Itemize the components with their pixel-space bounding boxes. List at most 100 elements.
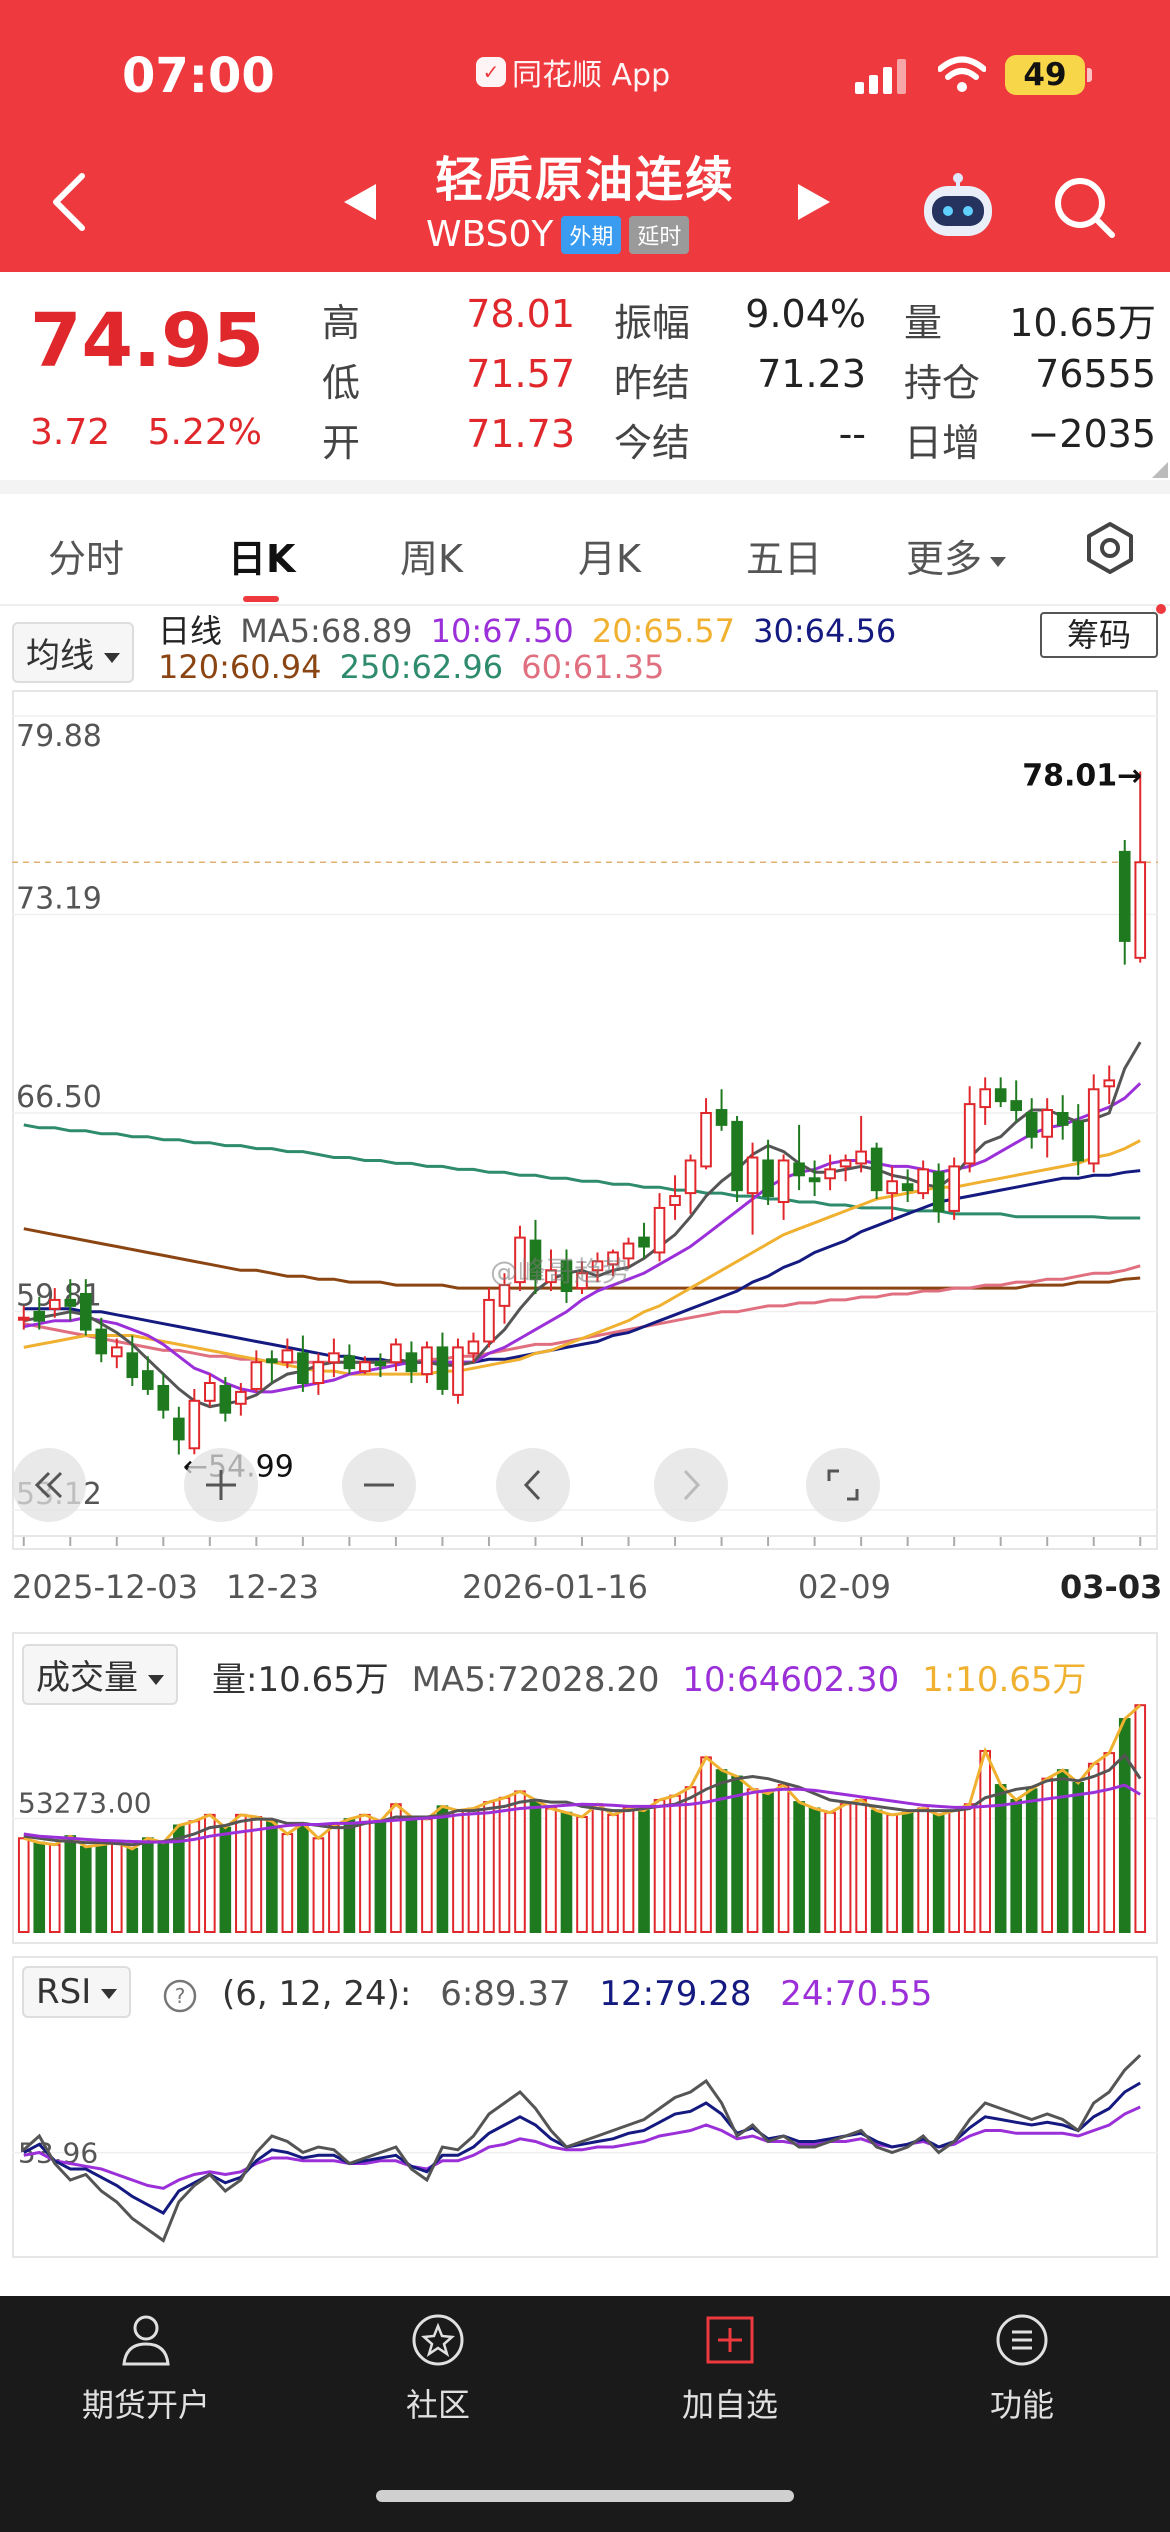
tabs-border	[0, 604, 1170, 606]
tab-more[interactable]: 更多	[906, 528, 1006, 583]
volume-ma10-line	[23, 1783, 1141, 1844]
volume-bar-up	[963, 1803, 976, 1934]
candle-up	[653, 1206, 666, 1254]
rsi-legend: (6, 12, 24): 6:89.37 12:79.28 24:70.55	[222, 1974, 932, 2014]
volume-bar-up	[1103, 1752, 1116, 1933]
rsi-legend-6: 6:89.37	[440, 1974, 571, 2014]
volume-bar-down	[297, 1822, 309, 1933]
fullscreen-button[interactable]	[806, 1448, 880, 1522]
rsi24-line	[23, 2105, 1141, 2190]
volume-bar-up	[204, 1813, 216, 1934]
candle-up	[948, 1165, 960, 1212]
volume-bar-down	[436, 1805, 449, 1933]
volume-bar-up	[17, 1837, 30, 1933]
rsi-legend-params: (6, 12, 24):	[222, 1974, 412, 2014]
ma-legend-ma30: 30:64.56	[753, 612, 897, 650]
scroll-left-button[interactable]	[496, 1448, 570, 1522]
volume-bar-down	[901, 1811, 914, 1933]
candle-down	[219, 1384, 232, 1414]
minus-icon	[364, 1483, 394, 1487]
candle-down	[343, 1355, 356, 1370]
quote-expand-corner[interactable]	[1152, 462, 1168, 478]
candle-down	[79, 1292, 92, 1331]
volume-legend-ma1: 1:10.65万	[922, 1660, 1087, 1700]
volume-bar-down	[1056, 1769, 1069, 1933]
nav-add-watchlist[interactable]: 加自选	[630, 2310, 830, 2426]
candle-up	[188, 1399, 201, 1450]
tab-daily-k[interactable]: 日K	[228, 537, 296, 581]
candle-up	[359, 1361, 371, 1373]
candle-down	[1025, 1112, 1038, 1138]
ma-selector-dropdown[interactable]: 均线	[12, 622, 134, 683]
ma-legend-line-1: 日线 MA5:68.89 10:67.50 20:65.57 30:64.56	[158, 606, 896, 652]
rsi-chart-frame	[12, 1956, 1158, 2258]
tab-weekly-k[interactable]: 周K	[400, 537, 463, 581]
price-change: 3.72 5.22%	[30, 412, 262, 453]
nav-functions[interactable]: 功能	[922, 2310, 1122, 2426]
scroll-right-button[interactable]	[654, 1448, 728, 1522]
volume-bar-up	[312, 1837, 325, 1933]
date-label-3: 2026-01-16	[462, 1568, 648, 1606]
help-icon[interactable]: ?	[162, 1978, 198, 2014]
quote-value-low: 71.57	[466, 352, 575, 396]
volume-selector-dropdown[interactable]: 成交量	[22, 1644, 178, 1705]
quote-label-volume: 量	[904, 301, 943, 345]
candle-down	[932, 1171, 945, 1212]
volume-bar-up	[917, 1807, 929, 1933]
chart-settings-hex-icon[interactable]	[1082, 520, 1138, 576]
nav-community[interactable]: 社区	[338, 2310, 538, 2426]
candle-up	[328, 1352, 340, 1364]
volume-chart[interactable]: 53273.00	[12, 1632, 1158, 1944]
nav-futures-account[interactable]: 期货开户	[46, 2310, 246, 2426]
candle-down	[142, 1370, 154, 1390]
volume-legend-vol: 量:10.65万	[212, 1660, 389, 1700]
contract-code-row: WBS0Y 外期 延时	[426, 214, 690, 255]
back-button[interactable]	[50, 172, 90, 232]
candle-up	[452, 1346, 464, 1396]
volume-bar-up	[979, 1749, 991, 1934]
max-price-marker: 78.01→	[1022, 758, 1142, 793]
ma-legend-ma10: 10:67.50	[430, 612, 574, 650]
next-contract-button[interactable]	[796, 182, 832, 222]
prev-contract-button[interactable]	[342, 182, 378, 222]
volume-bar-down	[266, 1820, 278, 1933]
volume-bar-up	[483, 1801, 495, 1933]
volume-bar-up	[110, 1841, 123, 1933]
rsi-chart[interactable]: 53.96	[12, 1956, 1158, 2258]
zoom-in-button[interactable]	[184, 1448, 258, 1522]
quote-value-open-interest: 76555	[1035, 352, 1156, 396]
candle-down	[405, 1352, 418, 1373]
robot-assistant-icon[interactable]	[918, 170, 998, 240]
volume-bar-down	[870, 1809, 883, 1933]
cellular-signal-icon	[855, 59, 906, 94]
notification-dot	[1156, 604, 1166, 614]
volume-bar-up	[250, 1816, 263, 1933]
candle-up	[622, 1242, 635, 1260]
candle-down	[715, 1109, 728, 1126]
zoom-out-button[interactable]	[12, 1448, 86, 1522]
tab-five-day[interactable]: 五日	[746, 537, 823, 581]
y-tick-label: 73.19	[16, 882, 102, 917]
volume-bar-down	[1118, 1718, 1131, 1934]
zoom-reduce-button[interactable]	[342, 1448, 416, 1522]
quote-label-today-settle: 今结	[614, 421, 691, 465]
candle-up	[390, 1343, 402, 1364]
date-label-4: 02-09	[798, 1568, 891, 1606]
volume-bar-down	[33, 1841, 46, 1933]
search-icon[interactable]	[1052, 175, 1116, 239]
chip-distribution-button[interactable]: 筹码	[1040, 612, 1158, 658]
quote-value-open: 71.73	[466, 412, 575, 456]
volume-bar-down	[638, 1809, 650, 1933]
candle-up	[1041, 1109, 1054, 1138]
y-tick-label: 79.88	[16, 719, 102, 754]
tab-monthly-k[interactable]: 月K	[578, 537, 641, 581]
volume-bar-down	[79, 1845, 92, 1934]
candle-up	[48, 1298, 61, 1310]
volume-bar-up	[700, 1756, 712, 1933]
volume-bar-up	[886, 1813, 898, 1934]
tab-intraday[interactable]: 分时	[48, 537, 125, 581]
contract-code: WBS0Y	[426, 214, 554, 255]
candle-down	[560, 1260, 573, 1293]
rsi-selector-dropdown[interactable]: RSI	[22, 1966, 132, 2018]
